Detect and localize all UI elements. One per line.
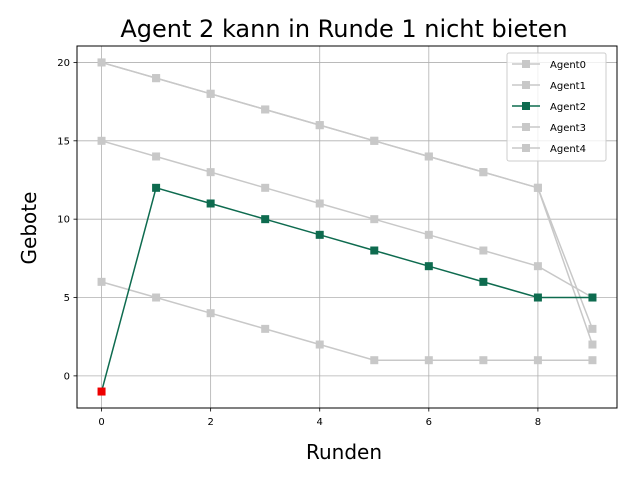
data-point [152,152,161,161]
x-tick-label: 2 [207,417,213,428]
data-point [261,324,270,333]
legend-marker [522,123,530,131]
data-point [424,152,433,161]
x-tick-label: 6 [426,417,432,428]
data-point [315,199,324,208]
legend-label: Agent4 [550,144,586,155]
data-point [424,230,433,239]
series-layer [97,58,597,396]
data-point [588,356,597,365]
y-axis-label: Gebote [17,192,41,265]
highlight-point [97,387,106,396]
x-axis-label: Runden [306,440,382,464]
data-point [206,168,215,177]
y-tick-label: 5 [64,293,70,304]
data-point [424,356,433,365]
series-agent3 [97,277,597,365]
axis-ticks: 0 2 4 6 8 0 5 10 15 20 [57,58,541,428]
x-tick-label: 8 [535,417,541,428]
data-point [588,340,597,349]
legend-label: Agent0 [550,60,586,71]
series-line [100,186,593,392]
data-point [97,136,106,145]
data-point [206,89,215,98]
series-line [101,61,594,330]
data-point [261,105,270,114]
data-point [315,121,324,130]
data-point [315,230,324,239]
data-point [152,293,161,302]
data-point [479,277,488,286]
data-point [479,246,488,255]
legend-item-agent4: Agent4 [512,144,586,155]
data-point [424,262,433,271]
data-point [315,340,324,349]
data-point [533,262,542,271]
data-point [261,183,270,192]
data-point [97,58,106,67]
data-point [152,183,161,192]
data-point [152,74,161,83]
data-point [533,183,542,192]
y-tick-label: 15 [57,136,70,147]
data-point [206,199,215,208]
legend-label: Agent2 [550,102,586,113]
series-line [101,281,593,361]
data-point [370,356,379,365]
y-tick-label: 0 [64,371,70,382]
legend-marker [522,144,530,152]
data-point [479,356,488,365]
legend-marker [522,60,530,68]
legend-marker [522,102,530,110]
series-line [101,140,593,299]
x-tick-label: 0 [98,417,104,428]
x-tick-label: 4 [317,417,323,428]
series-agent2 [97,183,597,396]
legend-label: Agent1 [550,81,586,92]
legend-item-agent1: Agent1 [512,81,586,92]
data-point [97,277,106,286]
y-tick-label: 20 [57,58,70,69]
data-point [261,215,270,224]
plot-frame [76,45,618,409]
data-point [206,309,215,318]
series-agent4 [97,58,597,333]
data-point [370,136,379,145]
legend-item-agent2: Agent2 [512,102,586,113]
series-agent1 [97,136,597,302]
data-point [588,324,597,333]
legend-item-agent0: Agent0 [512,60,586,71]
legend: Agent0 Agent1 Agent2 Agent3 Agent4 [506,52,607,162]
chart-title: Agent 2 kann in Runde 1 nicht bieten [120,15,567,43]
legend-box [506,52,607,162]
legend-item-agent3: Agent3 [512,123,586,134]
data-point [370,215,379,224]
data-point [370,246,379,255]
legend-marker [522,81,530,89]
data-point [588,293,597,302]
data-point [479,168,488,177]
y-tick-label: 10 [57,215,70,226]
data-point [533,293,542,302]
legend-label: Agent3 [550,123,586,134]
data-point [533,356,542,365]
